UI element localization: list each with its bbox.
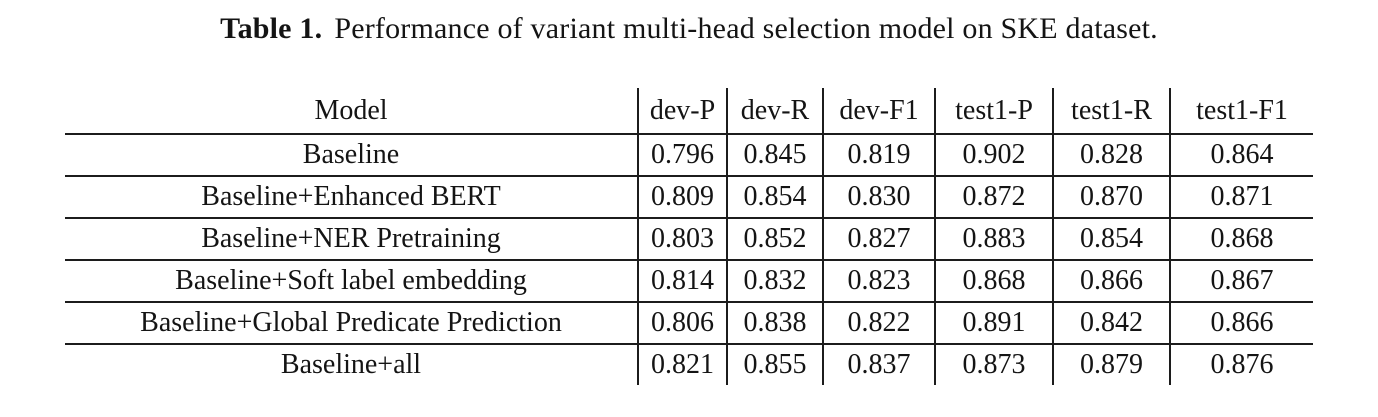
value-cell: 0.866 [1170,302,1313,345]
model-cell: Baseline+Global Predicate Prediction [65,302,639,345]
column-header-test1-p: test1-P [935,88,1054,135]
model-cell: Baseline+Enhanced BERT [65,176,639,219]
value-cell: 0.864 [1170,134,1313,177]
value-cell: 0.823 [823,260,936,303]
value-cell: 0.838 [727,302,824,345]
value-cell: 0.876 [1210,349,1274,380]
value-cell: 0.852 [727,218,824,261]
value-cell: 0.872 [935,176,1054,219]
table-row: Baseline+Enhanced BERT 0.809 0.854 0.830… [65,176,1313,219]
value-cell: 0.814 [638,260,728,303]
value-cell: 0.883 [935,218,1054,261]
value-cell: 0.819 [823,134,936,177]
table-caption: Table 1. Performance of variant multi-hea… [0,12,1378,46]
table-row: Baseline+NER Pretraining 0.803 0.852 0.8… [65,218,1313,261]
column-header-test1-r: test1-R [1053,88,1171,135]
model-cell: Baseline+NER Pretraining [65,218,639,261]
value-cell: 0.806 [638,302,728,345]
value-cell: 0.796 [638,134,728,177]
table-caption-label: Table 1. [220,12,323,45]
value-cell: 0.870 [1053,176,1171,219]
value-cell: 0.867 [1170,260,1313,303]
model-cell: Baseline+Soft label embedding [65,260,639,303]
table-row: Baseline+Global Predicate Prediction 0.8… [65,302,1313,345]
value-cell: 0.832 [727,260,824,303]
value-cell: 0.879 [1053,344,1171,385]
header-row: Model dev-P dev-R dev-F1 test1-P test1-R… [65,88,1313,135]
value-cell: 0.803 [638,218,728,261]
value-cell: 0.828 [1053,134,1171,177]
value-cell: 0.855 [727,344,824,385]
value-cell: 0.842 [1053,302,1171,345]
table-caption-text: Performance of variant multi-head select… [334,12,1158,45]
value-cell: 0.868 [1170,218,1313,261]
value-cell: 0.809 [638,176,728,219]
column-header-dev-r: dev-R [727,88,824,135]
results-table: Model dev-P dev-R dev-F1 test1-P test1-R… [65,88,1313,385]
table-row: Baseline 0.796 0.845 0.819 0.902 0.828 0… [65,134,1313,177]
value-cell: 0.827 [823,218,936,261]
value-cell: 0.868 [935,260,1054,303]
value-cell: 0.845 [727,134,824,177]
column-header-dev-f1: dev-F1 [823,88,936,135]
table-row: Baseline+Soft label embedding 0.814 0.83… [65,260,1313,303]
value-cell: 0.873 [935,344,1054,385]
value-cell: 0.891 [935,302,1054,345]
value-cell: 0.902 [935,134,1054,177]
table-row: Baseline+all 0.821 0.855 0.837 0.873 0.8… [65,344,1313,385]
column-header-test1-f1: test1-F1 [1170,88,1313,135]
column-header-dev-p: dev-P [638,88,728,135]
column-header-model: Model [65,88,639,135]
value-cell: 0.837 [823,344,936,385]
model-cell: Baseline+all [65,344,639,385]
value-cell: 0.830 [823,176,936,219]
value-cell: 0.854 [727,176,824,219]
value-cell: 0.854 [1053,218,1171,261]
value-cell: 0.822 [823,302,936,345]
model-cell: Baseline [65,134,639,177]
value-cell: 0.821 [638,344,728,385]
value-cell: 0.871 [1170,176,1313,219]
value-cell: 0.866 [1053,260,1171,303]
